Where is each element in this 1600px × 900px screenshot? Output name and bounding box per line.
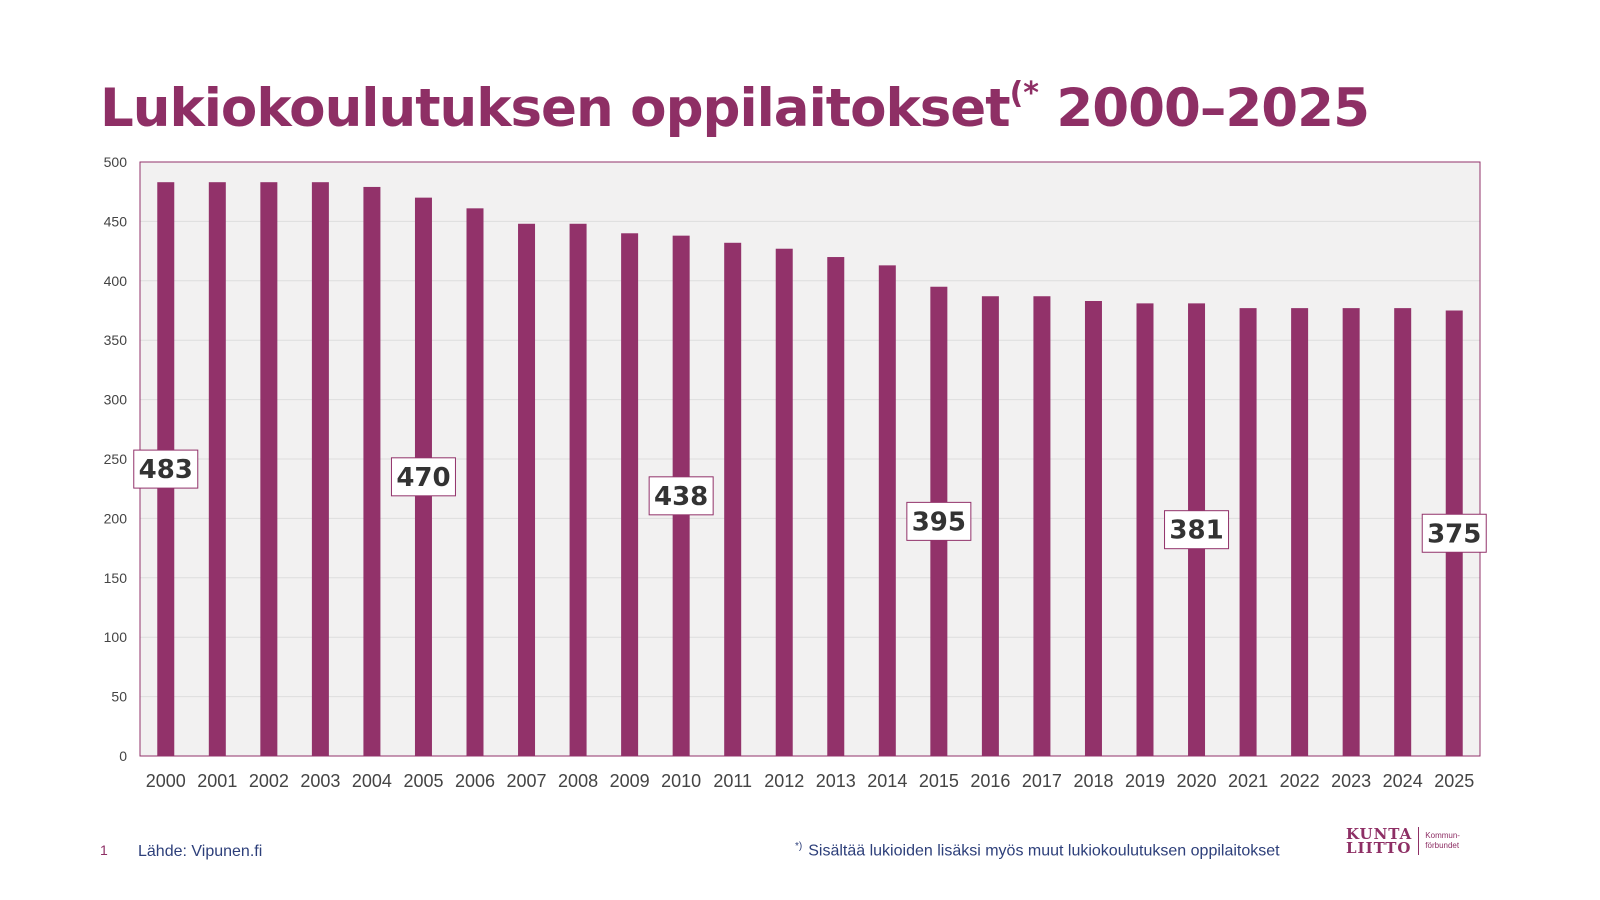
y-tick-label: 50 xyxy=(111,689,127,705)
x-tick-label: 2021 xyxy=(1228,771,1268,791)
y-tick-label: 250 xyxy=(104,451,128,467)
source-note: Lähde: Vipunen.fi xyxy=(138,843,263,860)
y-tick-label: 450 xyxy=(104,213,128,229)
title-main: Lukiokoulutuksen oppilaitokset xyxy=(100,78,1011,139)
bar xyxy=(311,182,329,757)
x-tick-label: 2011 xyxy=(713,771,752,791)
bar xyxy=(363,186,381,756)
x-tick-label: 2013 xyxy=(816,771,856,791)
x-tick-label: 2010 xyxy=(661,771,701,791)
y-tick-label: 500 xyxy=(104,154,128,170)
logo-sub-line-1: Kommun- xyxy=(1425,831,1460,840)
x-tick-label: 2023 xyxy=(1331,771,1371,791)
bar xyxy=(208,182,226,757)
y-tick-label: 300 xyxy=(104,392,128,408)
logo-wordmark: KUNTA LIITTO xyxy=(1346,825,1413,857)
data-label: 483 xyxy=(139,455,193,485)
x-tick-label: 2002 xyxy=(249,771,289,791)
logo-line-1: KUNTA xyxy=(1346,825,1413,843)
bar xyxy=(621,233,639,756)
y-tick-label: 0 xyxy=(119,748,127,764)
bar xyxy=(1239,308,1257,756)
x-tick-label: 2024 xyxy=(1383,771,1423,791)
y-tick-label: 350 xyxy=(104,332,128,348)
logo-divider xyxy=(1418,827,1420,855)
data-label: 381 xyxy=(1169,516,1223,546)
x-tick-label: 2004 xyxy=(352,771,392,791)
bar xyxy=(1342,308,1360,756)
footnote-marker: *) xyxy=(795,841,803,852)
x-tick-label: 2001 xyxy=(197,771,237,791)
data-label-box xyxy=(1421,513,1487,553)
data-label-box xyxy=(648,476,714,516)
data-label: 470 xyxy=(396,463,450,493)
logo-sub-line-2: förbundet xyxy=(1425,841,1460,850)
footnote-text: Sisältää lukioiden lisäksi myös muut luk… xyxy=(808,842,1280,860)
kuntaliitto-logo: KUNTA LIITTO Kommun- förbundet xyxy=(1346,825,1460,857)
bar xyxy=(260,182,278,757)
x-tick-label: 2025 xyxy=(1434,771,1474,791)
logo-subtitle: Kommun- förbundet xyxy=(1425,831,1460,851)
x-tick-label: 2005 xyxy=(403,771,443,791)
bar xyxy=(518,223,536,756)
x-tick-label: 2006 xyxy=(455,771,495,791)
bar xyxy=(827,257,845,756)
bar xyxy=(878,265,896,756)
x-tick-label: 2009 xyxy=(610,771,650,791)
x-tick-label: 2014 xyxy=(867,771,907,791)
x-tick-label: 2003 xyxy=(300,771,340,791)
page-title: Lukiokoulutuksen oppilaitokset(* 2000–20… xyxy=(100,76,1370,139)
data-label-box xyxy=(133,449,199,489)
bar xyxy=(1136,303,1154,756)
bar xyxy=(724,242,742,756)
x-tick-label: 2015 xyxy=(919,771,959,791)
title-years: 2000–2025 xyxy=(1056,78,1370,139)
data-label: 438 xyxy=(654,482,708,512)
x-tick-label: 2008 xyxy=(558,771,598,791)
footnote: *) Sisältää lukioiden lisäksi myös muut l… xyxy=(795,841,1280,860)
x-tick-label: 2012 xyxy=(764,771,804,791)
data-label: 395 xyxy=(912,507,966,537)
data-label-box xyxy=(390,457,456,497)
x-tick-label: 2018 xyxy=(1073,771,1113,791)
y-tick-label: 150 xyxy=(104,570,128,586)
page-number: 1 xyxy=(100,842,108,858)
x-tick-label: 2019 xyxy=(1125,771,1165,791)
x-tick-label: 2007 xyxy=(507,771,547,791)
data-label: 375 xyxy=(1427,519,1481,549)
bar xyxy=(981,296,999,756)
title-footnote-marker: (* xyxy=(1009,76,1039,112)
x-tick-label: 2020 xyxy=(1177,771,1217,791)
y-tick-label: 400 xyxy=(104,273,128,289)
y-tick-label: 200 xyxy=(104,510,128,526)
bar xyxy=(775,248,793,756)
x-tick-label: 2016 xyxy=(970,771,1010,791)
bar xyxy=(569,223,587,756)
data-label-box xyxy=(1164,510,1230,550)
bar xyxy=(1033,296,1051,756)
bar xyxy=(1084,300,1102,756)
x-tick-label: 2017 xyxy=(1022,771,1062,791)
data-label-box xyxy=(906,501,972,541)
x-tick-label: 2022 xyxy=(1280,771,1320,791)
y-tick-label: 100 xyxy=(104,629,128,645)
logo-line-2: LIITTO xyxy=(1346,839,1412,857)
bar xyxy=(1291,308,1309,756)
bar xyxy=(1394,308,1412,756)
x-tick-label: 2000 xyxy=(146,771,186,791)
bar xyxy=(466,208,484,756)
